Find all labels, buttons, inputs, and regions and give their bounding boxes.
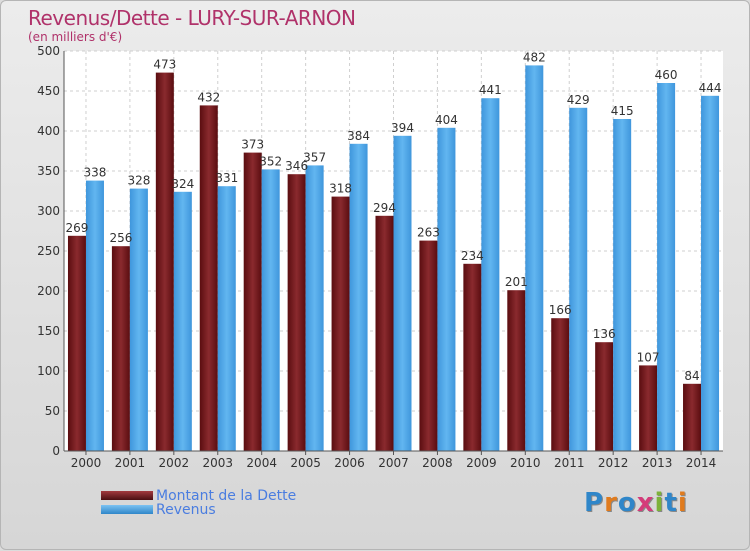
axes: 0 50 100 150 200 250 300 350 400 450 500 2000 2001 20… <box>37 44 723 470</box>
x-tick-label: 2003 <box>202 456 233 470</box>
bar-revenus <box>349 143 368 452</box>
bar-dette <box>243 152 262 451</box>
y-tick-label: 150 <box>37 324 60 338</box>
x-tick-label: 2000 <box>71 456 102 470</box>
bar-revenus <box>129 188 148 451</box>
x-tick-label: 2009 <box>466 456 497 470</box>
x-tick-label: 2004 <box>246 456 277 470</box>
data-label: 331 <box>215 171 238 185</box>
x-tick-label: 2006 <box>334 456 365 470</box>
legend-swatch-revenus <box>101 505 153 514</box>
bars <box>67 65 720 452</box>
data-label: 294 <box>373 201 396 215</box>
y-tick-label: 300 <box>37 204 60 218</box>
bar-revenus <box>261 169 280 451</box>
data-label: 201 <box>505 275 528 289</box>
x-tick-label: 2010 <box>510 456 541 470</box>
bar-revenus <box>701 95 720 452</box>
bar-dette <box>551 318 570 451</box>
chart-title: Revenus/Dette - LURY-SUR-ARNON <box>28 6 356 30</box>
proxiti-logo: Proxiti <box>584 488 688 518</box>
x-tick-label: 2002 <box>159 456 190 470</box>
y-tick-label: 100 <box>37 364 60 378</box>
bar-dette <box>111 246 130 451</box>
bar-revenus <box>657 83 676 451</box>
data-label: 441 <box>479 83 502 97</box>
x-tick-label: 2012 <box>598 456 629 470</box>
bar-dette <box>639 365 658 451</box>
data-label: 460 <box>655 68 678 82</box>
data-label: 263 <box>417 226 440 240</box>
data-label: 318 <box>329 182 352 196</box>
y-tick-label: 0 <box>52 444 60 458</box>
y-tick-label: 250 <box>37 244 60 258</box>
data-label: 444 <box>699 81 722 95</box>
x-tick-label: 2011 <box>554 456 585 470</box>
data-label: 352 <box>259 154 282 168</box>
bar-dette <box>287 174 306 451</box>
x-tick-label: 2014 <box>686 456 717 470</box>
y-tick-label: 450 <box>37 84 60 98</box>
data-label: 338 <box>84 166 107 180</box>
bar-revenus <box>173 191 192 452</box>
data-label: 384 <box>347 129 370 143</box>
x-tick-label: 2008 <box>422 456 453 470</box>
data-label: 328 <box>127 174 150 188</box>
bar-revenus <box>481 98 500 451</box>
x-tick-label: 2001 <box>115 456 146 470</box>
x-tick-label: 2013 <box>642 456 673 470</box>
data-label: 107 <box>637 350 660 364</box>
y-tick-label: 350 <box>37 164 60 178</box>
data-label: 269 <box>66 221 89 235</box>
bar-revenus <box>393 135 412 452</box>
bar-dette <box>331 196 350 451</box>
legend-swatch-dette <box>101 491 153 500</box>
data-label: 394 <box>391 121 414 135</box>
x-tick-label: 2005 <box>290 456 321 470</box>
bar-dette <box>375 215 394 451</box>
data-label: 346 <box>285 159 308 173</box>
data-label: 166 <box>549 303 572 317</box>
data-label: 404 <box>435 113 458 127</box>
legend-label-revenus: Revenus <box>156 502 216 518</box>
data-label: 256 <box>109 231 132 245</box>
data-label: 415 <box>611 104 634 118</box>
data-label: 357 <box>303 150 326 164</box>
bar-revenus <box>217 186 236 451</box>
bar-revenus <box>305 165 324 451</box>
data-label: 324 <box>171 177 194 191</box>
y-tick-label: 500 <box>37 44 60 58</box>
bar-revenus <box>525 65 544 452</box>
bar-revenus <box>613 119 632 451</box>
bar-dette <box>507 290 526 451</box>
bar-dette <box>419 240 438 451</box>
bar-dette <box>463 263 482 451</box>
bar-dette <box>683 383 702 451</box>
legend-label-dette: Montant de la Dette <box>156 488 297 504</box>
x-tick-label: 2007 <box>378 456 409 470</box>
bar-dette <box>199 105 218 452</box>
bar-revenus <box>569 107 588 452</box>
data-label: 234 <box>461 249 484 263</box>
y-tick-label: 200 <box>37 284 60 298</box>
bar-dette <box>67 235 86 451</box>
y-tick-label: 400 <box>37 124 60 138</box>
bar-dette <box>595 342 614 451</box>
y-tick-label: 50 <box>45 404 60 418</box>
data-label: 482 <box>523 50 546 64</box>
bar-revenus <box>85 180 104 451</box>
data-label: 432 <box>197 90 220 104</box>
bar-dette <box>155 72 174 451</box>
data-label: 373 <box>241 138 264 152</box>
bar-revenus <box>437 127 456 452</box>
data-label: 429 <box>567 93 590 107</box>
chart-subtitle: (en milliers d'€) <box>28 30 123 44</box>
data-label: 136 <box>593 327 616 341</box>
data-label: 84 <box>684 369 699 383</box>
data-label: 473 <box>153 58 176 72</box>
